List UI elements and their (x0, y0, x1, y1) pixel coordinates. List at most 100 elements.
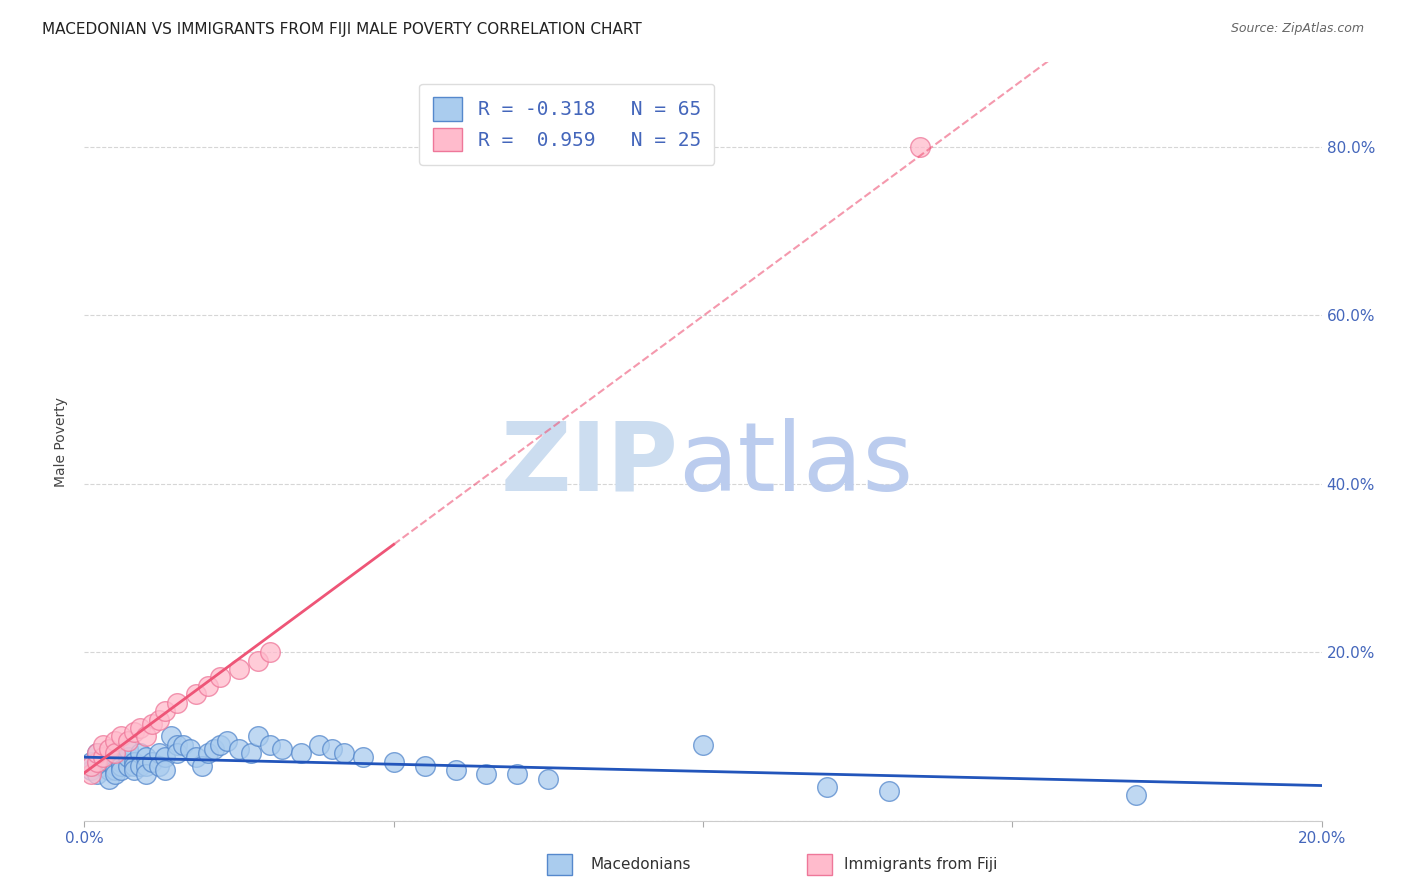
Point (122, 725, 145, 739)
Point (692, 738, 714, 752)
Point (148, 746, 170, 760)
Point (153, 750, 176, 764)
Point (104, 759, 127, 773)
Y-axis label: Male Poverty: Male Poverty (55, 397, 69, 486)
Point (98, 763, 121, 777)
Point (117, 759, 139, 773)
Point (91, 750, 114, 764)
Point (129, 721, 152, 735)
Point (1125, 789, 1147, 803)
Point (184, 687, 207, 701)
Point (259, 645, 281, 659)
Point (166, 746, 188, 760)
Point (110, 755, 132, 769)
Point (259, 738, 281, 752)
Bar (807, 854, 832, 875)
Point (908, 139, 931, 153)
Point (91, 759, 114, 773)
Point (444, 763, 467, 777)
Point (122, 763, 145, 777)
Point (141, 716, 163, 731)
Text: ZIP: ZIP (501, 417, 678, 511)
Text: Macedonians: Macedonians (591, 857, 690, 872)
Point (86, 767, 108, 781)
Point (321, 742, 343, 756)
Point (228, 742, 250, 756)
Point (148, 713, 170, 727)
Point (246, 730, 269, 744)
Point (240, 746, 263, 760)
Point (166, 696, 188, 710)
Point (129, 746, 152, 760)
Point (475, 767, 498, 781)
Point (228, 662, 250, 676)
Point (122, 755, 145, 769)
Point (79, 755, 101, 769)
Point (86, 759, 108, 773)
Point (191, 759, 214, 773)
Point (110, 759, 132, 773)
Point (98, 755, 121, 769)
Point (135, 759, 157, 773)
Point (413, 759, 436, 773)
Point (79, 763, 101, 777)
Point (117, 742, 139, 756)
Point (98, 742, 121, 756)
Point (197, 679, 219, 693)
Point (91, 755, 114, 769)
Point (506, 767, 529, 781)
Text: atlas: atlas (678, 417, 914, 511)
Point (246, 654, 269, 668)
Point (877, 784, 900, 798)
Point (215, 733, 238, 747)
Point (135, 767, 157, 781)
Point (110, 730, 132, 744)
Text: Source: ZipAtlas.com: Source: ZipAtlas.com (1230, 22, 1364, 36)
Point (197, 746, 219, 760)
Point (141, 755, 163, 769)
Point (79, 759, 101, 773)
Point (110, 763, 132, 777)
Point (129, 759, 152, 773)
Text: MACEDONIAN VS IMMIGRANTS FROM FIJI MALE POVERTY CORRELATION CHART: MACEDONIAN VS IMMIGRANTS FROM FIJI MALE … (42, 22, 643, 37)
Point (79, 767, 101, 781)
Point (815, 780, 838, 794)
Point (537, 772, 560, 786)
Legend: R = -0.318   N = 65, R =  0.959   N = 25: R = -0.318 N = 65, R = 0.959 N = 25 (419, 84, 714, 165)
Point (104, 746, 127, 760)
Point (98, 772, 121, 786)
Point (104, 733, 127, 747)
Point (86, 746, 108, 760)
Point (382, 755, 405, 769)
Point (104, 763, 127, 777)
Point (86, 755, 108, 769)
Point (153, 763, 176, 777)
Point (290, 746, 312, 760)
Point (160, 730, 183, 744)
Point (117, 733, 139, 747)
Point (184, 750, 207, 764)
Point (117, 750, 139, 764)
Point (352, 750, 374, 764)
Point (153, 704, 176, 718)
Point (308, 738, 330, 752)
Bar (547, 854, 572, 875)
Point (179, 742, 201, 756)
Text: Immigrants from Fiji: Immigrants from Fiji (844, 857, 997, 872)
Point (148, 759, 170, 773)
Point (91, 750, 114, 764)
Point (122, 759, 145, 773)
Point (166, 738, 188, 752)
Point (209, 738, 232, 752)
Point (333, 746, 356, 760)
Point (91, 738, 114, 752)
Point (104, 767, 127, 781)
Point (209, 670, 232, 684)
Point (86, 746, 108, 760)
Point (271, 742, 294, 756)
Point (172, 738, 194, 752)
Point (135, 750, 157, 764)
Point (135, 730, 157, 744)
Point (104, 746, 127, 760)
Point (202, 742, 225, 756)
